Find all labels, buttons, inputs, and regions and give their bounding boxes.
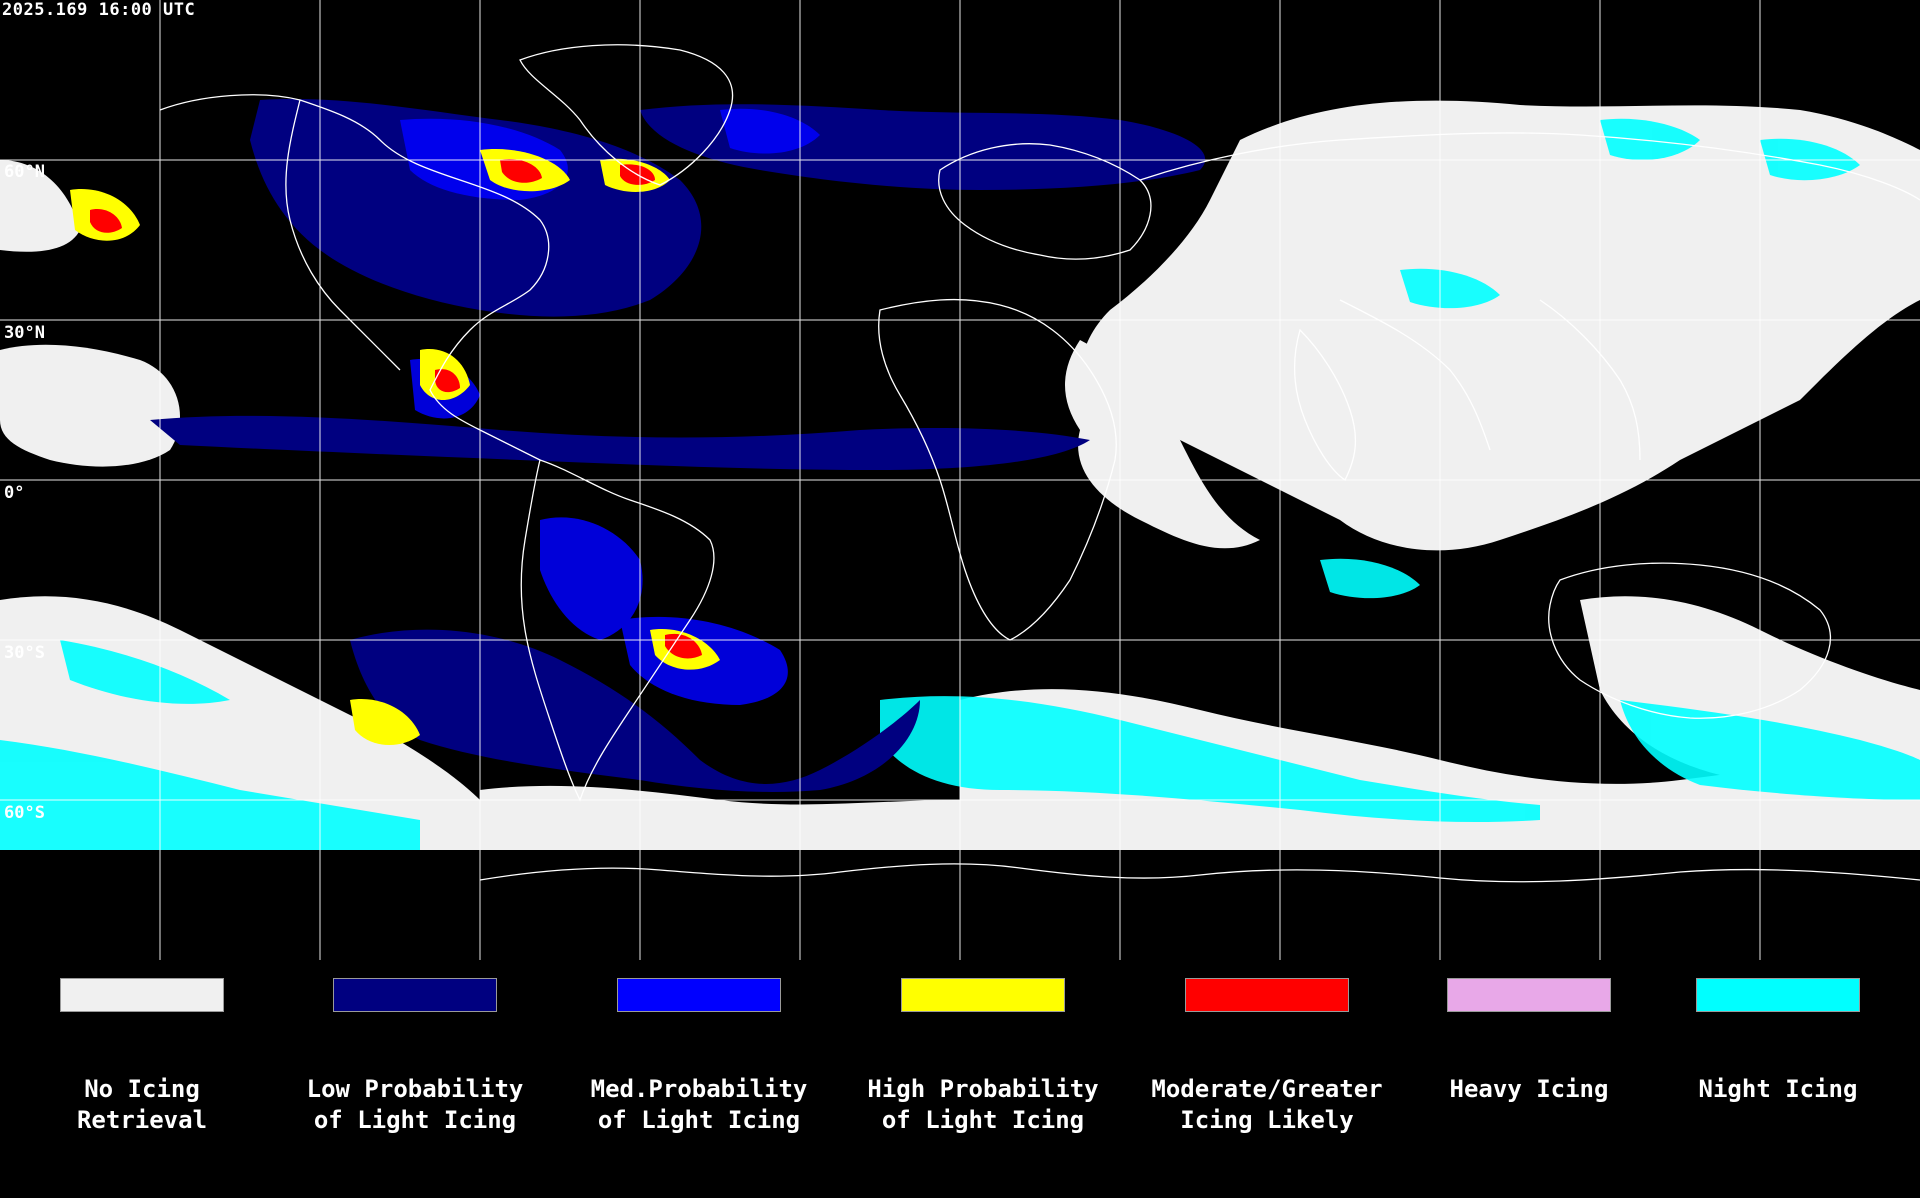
coastlines (159, 44, 1920, 883)
legend-item-low-probability: Low Probability of Light Icing (273, 960, 557, 1134)
legend-item-heavy-icing: Heavy Icing (1387, 960, 1671, 1103)
coast-greenland (519, 44, 734, 186)
lat-lon-grid (0, 0, 1920, 960)
moderate-mexico (435, 369, 460, 393)
coast-australia (1548, 562, 1832, 719)
legend-label-med-probability: Med.Probability of Light Icing (590, 1075, 808, 1134)
legend-swatch-med-probability (617, 978, 781, 1012)
legend: No Icing Retrieval Low Probability of Ligh… (0, 960, 1920, 1134)
coast-africa (878, 298, 1117, 641)
legend-swatch-low-probability (333, 978, 497, 1012)
lat-label-60s: 60°S (4, 803, 45, 823)
no-icing-nw (0, 160, 80, 252)
moderate-alaska (90, 209, 122, 233)
legend-swatch-heavy-icing (1447, 978, 1611, 1012)
lat-label-30n: 30°N (4, 323, 45, 343)
night-icing-asia-4 (1320, 558, 1420, 599)
legend-swatch-night-icing (1696, 978, 1860, 1012)
no-icing-antarctic-band (480, 785, 960, 850)
no-icing-africa-indian (1065, 340, 1260, 549)
legend-item-no-icing: No Icing Retrieval (0, 960, 284, 1134)
coast-south-america (520, 459, 715, 802)
high-prob-pacific-south (350, 699, 420, 746)
lat-label-0: 0° (4, 483, 25, 503)
legend-swatch-moderate-icing (1185, 978, 1349, 1012)
low-prob-north-america (250, 99, 702, 317)
legend-label-night-icing: Night Icing (1698, 1075, 1858, 1103)
legend-item-med-probability: Med.Probability of Light Icing (557, 960, 841, 1134)
lat-label-30s: 30°S (4, 643, 45, 663)
legend-item-night-icing: Night Icing (1636, 960, 1920, 1103)
med-prob-greenland-sea (720, 108, 820, 154)
timestamp: 2025.169 16:00 UTC (2, 0, 196, 20)
legend-label-high-probability: High Probability of Light Icing (867, 1075, 1099, 1134)
legend-label-no-icing: No Icing Retrieval (76, 1075, 208, 1134)
coast-antarctica (479, 863, 1920, 883)
no-icing-east-pacific (0, 344, 180, 467)
no-icing-regions (0, 100, 1920, 850)
night-icing-southern-ocean-2 (880, 696, 1540, 822)
legend-swatch-high-probability (901, 978, 1065, 1012)
night-icing-southern-ocean-3 (1620, 700, 1920, 800)
night-icing-south-pacific (60, 640, 230, 704)
legend-label-low-probability: Low Probability of Light Icing (306, 1075, 524, 1134)
coast-north-america (159, 94, 550, 461)
icing-map: 2025.169 16:00 UTC 60°N 30°N 0° 30°S 60°… (0, 0, 1920, 960)
night-icing-asia-3 (1400, 268, 1500, 309)
moderate-canada (500, 159, 542, 183)
legend-item-moderate-icing: Moderate/Greater Icing Likely (1125, 960, 1409, 1134)
lat-label-60n: 60°N (4, 162, 45, 182)
coast-europe (938, 143, 1152, 260)
legend-swatch-no-icing (60, 978, 224, 1012)
night-icing-asia-2 (1760, 138, 1860, 181)
med-prob-south-america (540, 517, 643, 640)
map-canvas (0, 0, 1920, 960)
night-icing-asia-1 (1600, 118, 1700, 160)
legend-label-moderate-icing: Moderate/Greater Icing Likely (1151, 1075, 1383, 1134)
legend-label-heavy-icing: Heavy Icing (1449, 1075, 1609, 1103)
low-prob-itcz (150, 415, 1090, 470)
low-prob-south-america (350, 629, 920, 792)
night-icing-regions (0, 118, 1920, 850)
night-icing-southern-ocean-1 (0, 740, 420, 850)
no-icing-asia (1081, 100, 1920, 551)
legend-item-high-probability: High Probability of Light Icing (841, 960, 1125, 1134)
